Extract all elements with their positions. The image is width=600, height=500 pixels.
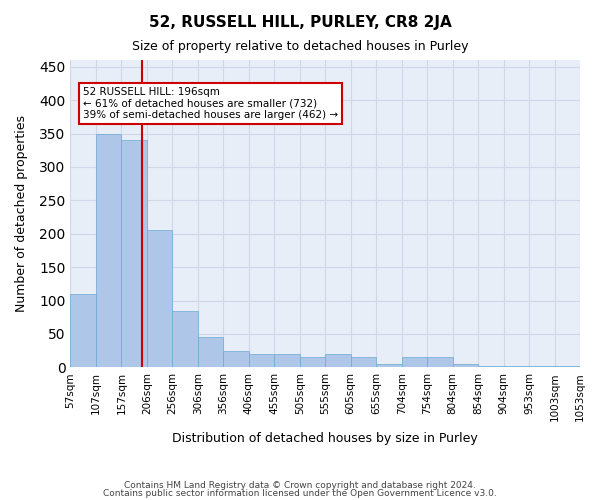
Bar (478, 366, 503, 368)
Text: 52, RUSSELL HILL, PURLEY, CR8 2JA: 52, RUSSELL HILL, PURLEY, CR8 2JA (149, 15, 451, 30)
Bar (147, 230, 172, 368)
Bar (325, 354, 350, 368)
Text: Contains HM Land Registry data © Crown copyright and database right 2024.: Contains HM Land Registry data © Crown c… (124, 481, 476, 490)
Bar (198, 338, 223, 368)
Bar (554, 366, 580, 368)
Bar (274, 354, 299, 368)
Bar (299, 358, 325, 368)
Bar (427, 358, 452, 368)
Bar (121, 140, 147, 368)
Bar (529, 366, 554, 368)
Bar (172, 310, 198, 368)
Y-axis label: Number of detached properties: Number of detached properties (15, 115, 28, 312)
Bar (376, 364, 401, 368)
Text: Size of property relative to detached houses in Purley: Size of property relative to detached ho… (132, 40, 468, 53)
Bar (223, 350, 249, 368)
Text: Contains public sector information licensed under the Open Government Licence v3: Contains public sector information licen… (103, 488, 497, 498)
Bar (452, 364, 478, 368)
Bar (401, 358, 427, 368)
Bar (249, 354, 274, 368)
Bar (350, 358, 376, 368)
Text: 52 RUSSELL HILL: 196sqm
← 61% of detached houses are smaller (732)
39% of semi-d: 52 RUSSELL HILL: 196sqm ← 61% of detache… (83, 86, 338, 120)
Bar (96, 134, 121, 368)
Bar (503, 366, 529, 368)
X-axis label: Distribution of detached houses by size in Purley: Distribution of detached houses by size … (172, 432, 478, 445)
Bar (70, 294, 96, 368)
